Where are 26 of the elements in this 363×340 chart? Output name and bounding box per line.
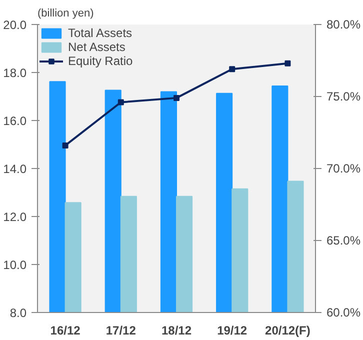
- y-tick-label: 8.0: [10, 306, 27, 320]
- y2-tick-label: 75.0%: [326, 90, 361, 104]
- y2-tick-label: 70.0%: [326, 162, 361, 176]
- x-tick-label: 20/12(F): [265, 324, 310, 338]
- legend-label: Net Assets: [68, 40, 126, 54]
- legend-label: Equity Ratio: [68, 54, 133, 68]
- y-tick-label: 14.0: [3, 162, 27, 176]
- point: [229, 66, 236, 72]
- y-tick-label: 12.0: [3, 210, 27, 224]
- x-tick-label: 16/12: [50, 324, 81, 338]
- x-tick-label: 17/12: [106, 324, 136, 338]
- x-tick-label: 19/12: [217, 324, 248, 338]
- point: [118, 99, 124, 106]
- y-tick-label: 20.0: [3, 18, 27, 32]
- x-tick-label: 18/12: [161, 324, 192, 338]
- y-axis-title: (billion yen): [38, 8, 94, 20]
- y2-tick-label: 80.0%: [326, 18, 361, 32]
- y2-tick-label: 60.0%: [326, 306, 361, 320]
- point: [284, 60, 291, 66]
- y-tick-label: 16.0: [3, 114, 27, 128]
- point: [174, 94, 180, 101]
- point: [62, 142, 68, 148]
- y-tick-label: 10.0: [3, 258, 27, 272]
- legend-label: Total Assets: [68, 26, 132, 40]
- y-tick-label: 18.0: [3, 66, 27, 80]
- y2-tick-label: 65.0%: [326, 234, 361, 248]
